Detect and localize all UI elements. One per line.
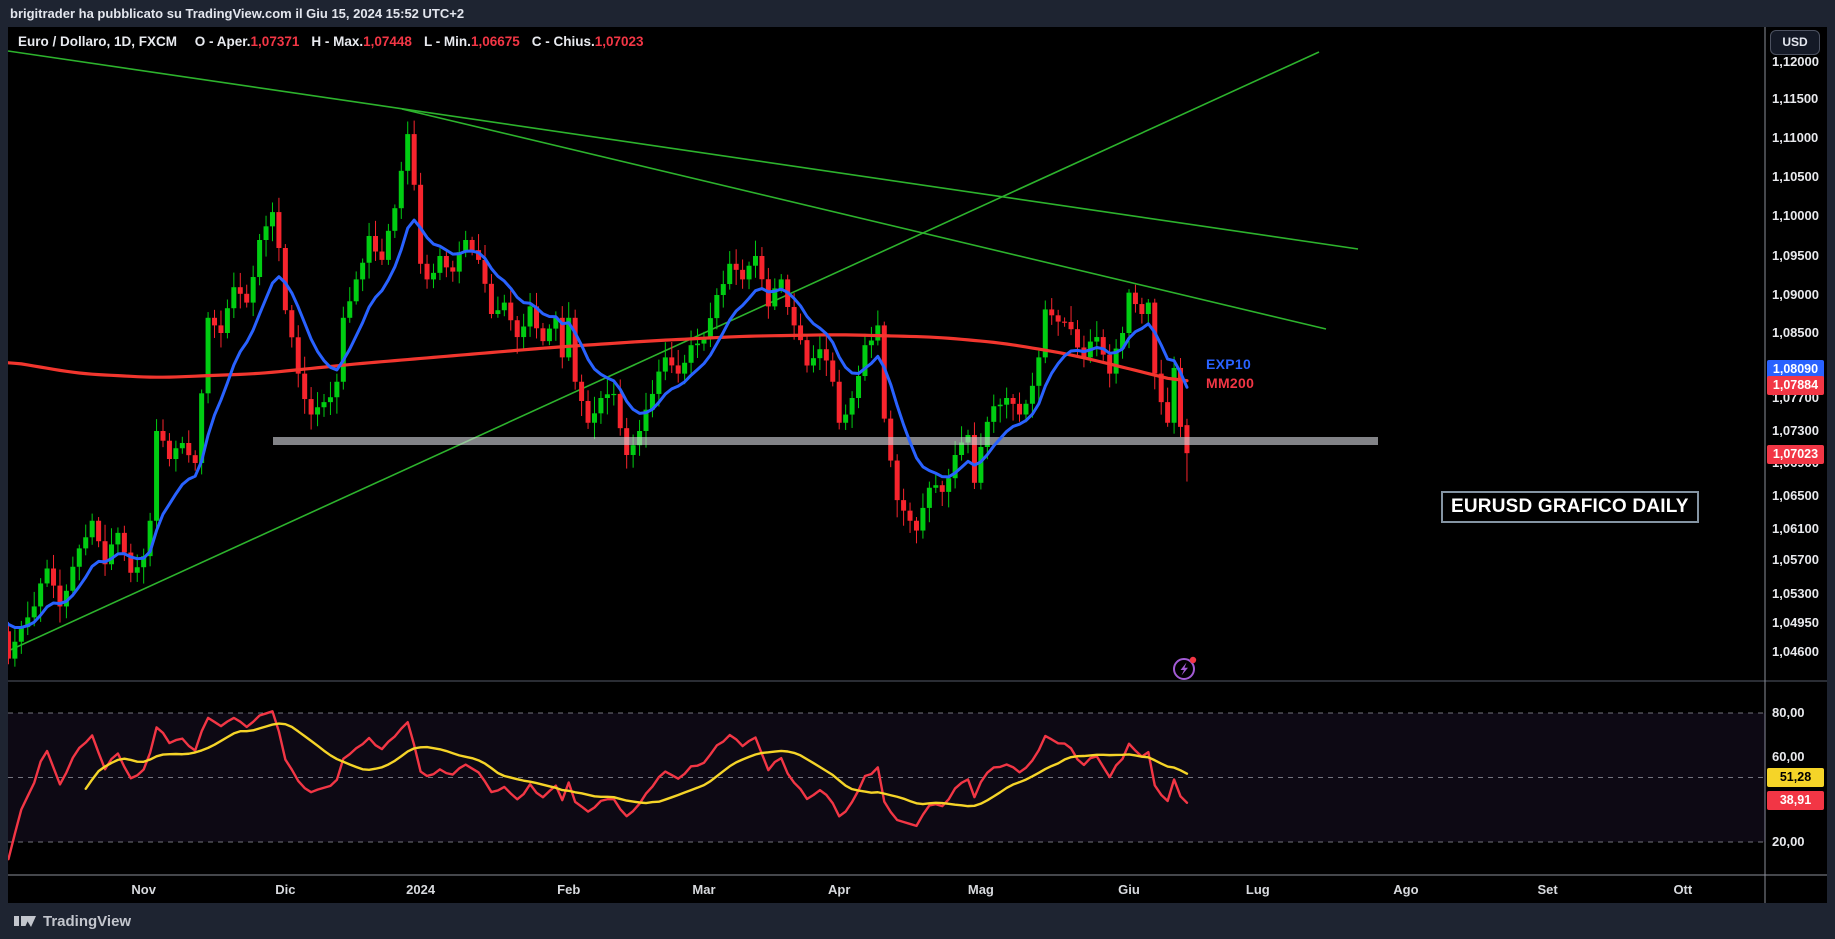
mm200-line[interactable] [8, 333, 1189, 383]
chart-legend: Euro / Dollaro, 1D, FXCM O - Aper.1,0737… [18, 34, 656, 50]
ohlc-label: L - Min. [423, 34, 471, 49]
rsi-tick: 80,00 [1772, 705, 1805, 720]
price-tick: 1,04950 [1772, 615, 1819, 630]
month-tick: Ago [1393, 882, 1419, 897]
last-close-price-label: 1,07023 [1767, 444, 1824, 464]
price-tick: 1,05300 [1772, 586, 1819, 601]
price-chart-canvas[interactable] [8, 27, 1827, 903]
ohlc-item: H - Max.1,07448 [311, 34, 412, 49]
chart-widget[interactable] [8, 27, 1827, 903]
descending-trendline-lower[interactable] [401, 108, 1327, 330]
descending-trendline-upper[interactable] [8, 50, 1359, 250]
tradingview-logo-icon[interactable] [14, 912, 36, 930]
rsi-ma-label: 51,28 [1767, 767, 1824, 787]
month-tick: Apr [827, 882, 851, 897]
rsi-ma-line[interactable] [84, 722, 1189, 808]
rsi-line[interactable] [8, 710, 1189, 861]
rsi-label: 38,91 [1767, 790, 1824, 810]
currency-toggle-button[interactable]: USD [1770, 30, 1820, 55]
ohlc-label: C - Chius. [531, 34, 595, 49]
month-tick: Lug [1245, 882, 1270, 897]
candlestick-series [8, 120, 1190, 667]
chart-title-annotation[interactable]: EURUSD GRAFICO DAILY [1441, 491, 1699, 523]
rsi-tick: 20,00 [1772, 834, 1805, 849]
price-tick: 1,05700 [1772, 552, 1819, 567]
mm200-price-label: 1,07884 [1767, 375, 1824, 395]
price-tick: 1,10500 [1772, 169, 1819, 184]
price-tick: 1,06100 [1772, 521, 1819, 536]
mm200-indicator-label: MM200 [1206, 375, 1255, 391]
price-tick: 1,09000 [1772, 287, 1819, 302]
rsi-pane[interactable] [8, 710, 1765, 861]
publication-info-text: brigitrader ha pubblicato su TradingView… [10, 6, 465, 21]
month-tick: Nov [131, 882, 156, 897]
flash-idea-icon[interactable] [1170, 653, 1200, 683]
ohlc-label: O - Aper. [194, 34, 251, 49]
month-tick: Mag [967, 882, 994, 897]
ascending-trendline[interactable] [8, 51, 1320, 652]
ohlc-item: C - Chius.1,07023 [532, 34, 644, 49]
price-tick: 1,06500 [1772, 488, 1819, 503]
price-tick: 1,11500 [1772, 91, 1819, 106]
ohlc-item: L - Min.1,06675 [424, 34, 520, 49]
month-tick: Mar [692, 882, 716, 897]
footer-bar: TradingView [0, 903, 1835, 939]
ohlc-item: O - Aper.1,07371 [195, 34, 300, 49]
symbol-description: Euro / Dollaro, 1D, FXCM [18, 34, 178, 49]
price-tick: 1,08500 [1772, 325, 1819, 340]
month-tick: Giu [1118, 882, 1140, 897]
price-tick: 1,07300 [1772, 423, 1819, 438]
price-tick: 1,12000 [1772, 54, 1819, 69]
rsi-tick: 60,00 [1772, 749, 1805, 764]
price-tick: 1,10000 [1772, 208, 1819, 223]
ohlc-value: 1,07023 [594, 34, 644, 49]
exp10-price-label: 1,08090 [1767, 359, 1824, 379]
ohlc-value: 1,07448 [363, 34, 412, 49]
main-pane[interactable] [8, 50, 1378, 667]
month-tick: 2024 [406, 882, 436, 897]
price-tick: 1,09500 [1772, 248, 1819, 263]
notification-dot [1189, 656, 1197, 664]
exp10-line[interactable] [8, 218, 1189, 630]
tradingview-brand-text[interactable]: TradingView [43, 912, 132, 930]
month-tick: Set [1537, 882, 1558, 897]
exp10-indicator-label: EXP10 [1206, 356, 1252, 372]
price-tick: 1,04600 [1772, 644, 1819, 659]
month-tick: Ott [1673, 882, 1693, 897]
publication-info-bar: brigitrader ha pubblicato su TradingView… [0, 0, 1835, 27]
month-tick: Dic [275, 882, 296, 897]
ohlc-value: 1,06675 [470, 34, 520, 49]
ohlc-label: H - Max. [311, 34, 364, 49]
ohlc-value: 1,07371 [250, 34, 300, 49]
price-tick: 1,11000 [1772, 130, 1819, 145]
support-zone-bar[interactable] [273, 437, 1378, 445]
month-tick: Feb [557, 882, 581, 897]
